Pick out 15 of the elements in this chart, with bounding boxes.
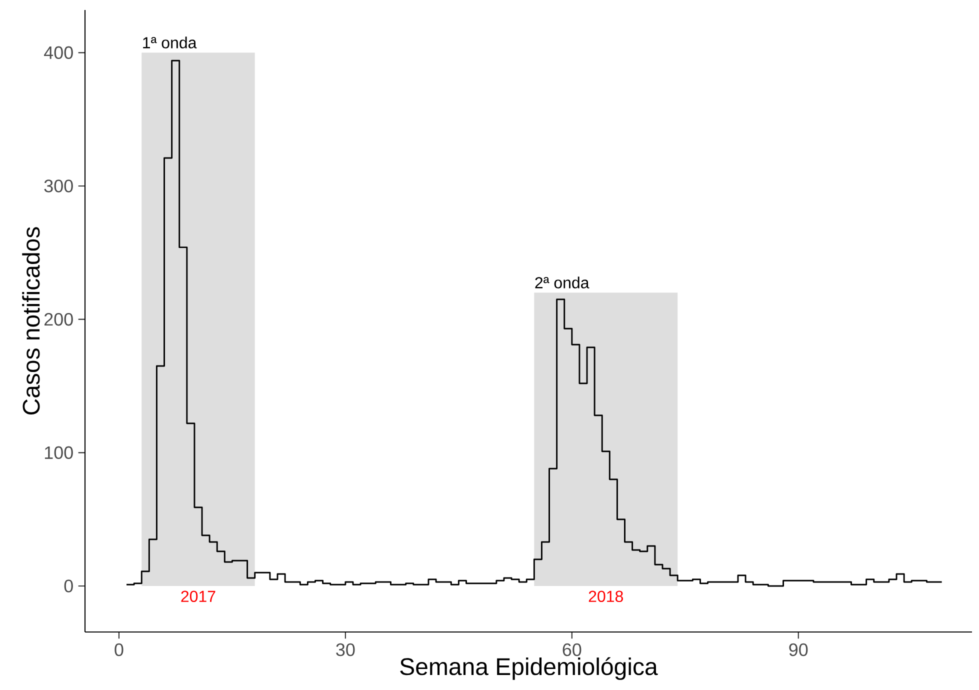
x-tick-label: 0 — [114, 643, 124, 656]
y-tick-label: 200 — [44, 312, 73, 326]
y-tick-label: 300 — [44, 180, 73, 192]
x-tick-label: 60 — [562, 643, 582, 656]
x-tick-label: 90 — [789, 643, 808, 656]
y-tick-label: 0 — [64, 580, 73, 592]
x-axis-title: Semana Epidemiológica — [400, 657, 658, 680]
annotation: 2ª onda — [535, 276, 590, 288]
y-axis-title: Casos notificados — [22, 227, 40, 415]
y-tick-label: 400 — [44, 46, 73, 60]
annotation: 1ª onda — [143, 36, 197, 48]
band-label: 2018 — [588, 590, 623, 602]
y-tick-label: 100 — [44, 446, 73, 460]
band-label: 2017 — [181, 590, 216, 602]
x-tick-label: 30 — [336, 643, 355, 656]
